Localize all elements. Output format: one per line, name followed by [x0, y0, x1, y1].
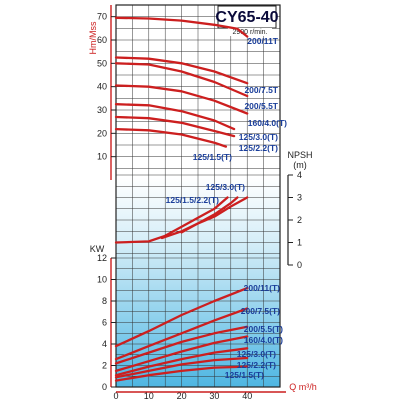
npsh-curve-label: 125/1.5/2.2(T)	[166, 195, 220, 205]
power-curve-label: 200/5.5(T)	[244, 324, 283, 334]
power-tick-label: 10	[97, 275, 107, 285]
npsh-tick-label: 0	[297, 260, 302, 270]
head-curve-label: 200/7.5T	[244, 85, 278, 95]
head-tick-label: 60	[97, 35, 107, 45]
power-curve-label: 125/3.0(T)	[237, 349, 276, 359]
head-curve-label: 125/1.5(T)	[193, 152, 232, 162]
power-curve-label: 200/7.5(T)	[241, 306, 280, 316]
npsh-curve	[114, 196, 229, 244]
head-curve	[114, 16, 249, 38]
npsh-tick-label: 1	[297, 238, 302, 248]
head-curve	[114, 84, 249, 115]
head-tick-label: 30	[97, 105, 107, 115]
head-curve	[114, 127, 228, 148]
head-curve-label: 200/11T	[247, 36, 279, 46]
head-curve-label: 200/5.5T	[244, 101, 278, 111]
flow-tick-label: 10	[144, 391, 154, 400]
power-tick-label: 8	[102, 296, 107, 306]
power-curve	[114, 347, 249, 377]
power-curve	[114, 286, 249, 348]
npsh-curve	[180, 196, 249, 234]
head-curve	[114, 62, 249, 98]
npsh-tick-label: 4	[297, 170, 302, 180]
npsh-curve-label: 125/3.0(T)	[206, 182, 245, 192]
npsh-axis-title: NPSH	[287, 150, 312, 160]
power-curve	[114, 325, 249, 365]
npsh-tick-label: 2	[297, 215, 302, 225]
power-tick-label: 12	[97, 253, 107, 263]
flow-tick-label: 20	[177, 391, 187, 400]
power-curve-label: 200/11(T)	[244, 283, 281, 293]
subtitle-background	[228, 28, 272, 36]
head-axis-title: Hm/Mss	[88, 21, 98, 54]
curve-labels: 200/11T 200/7.5T 200/5.5T 160/4.0(T) 125/3.0…	[166, 36, 288, 380]
power-curve-label: 160/4.0(T)	[244, 335, 283, 345]
power-tick-label: 6	[102, 318, 107, 328]
power-curve	[114, 365, 249, 382]
power-curve	[114, 335, 249, 373]
power-tick-label: 2	[102, 361, 107, 371]
chart-subtitle: 2900 r/min.	[232, 29, 267, 36]
flow-tick-label: 0	[113, 391, 118, 400]
head-tick-label: 20	[97, 128, 107, 138]
head-curve	[114, 56, 249, 85]
npsh-axis-unit: (m)	[293, 160, 307, 170]
power-curve-label: 125/1.5(T)	[225, 370, 264, 380]
power-axis-title: KW	[90, 244, 105, 254]
flow-tick-label: 30	[209, 391, 219, 400]
power-tick-label: 4	[102, 339, 107, 349]
head-tick-label: 50	[97, 58, 107, 68]
power-tick-label: 0	[102, 382, 107, 392]
chart-title: CY65-40	[215, 9, 278, 26]
head-curve-label: 125/2.2(T)	[239, 143, 278, 153]
flow-tick-label: 40	[242, 391, 252, 400]
head-curve-label: 160/4.0(T)	[248, 118, 287, 128]
npsh-tick-label: 3	[297, 193, 302, 203]
power-curve	[114, 307, 249, 361]
head-curve	[114, 103, 236, 131]
power-curve	[114, 356, 249, 379]
plot-frame	[115, 4, 281, 388]
head-curve	[114, 115, 236, 138]
head-tick-label: 70	[97, 12, 107, 22]
curves	[114, 16, 249, 382]
head-tick-label: 10	[97, 152, 107, 162]
head-tick-label: 40	[97, 82, 107, 92]
power-curve-label: 125/2.2(T)	[237, 360, 276, 370]
flow-axis-title: Q m³/h	[289, 382, 317, 392]
head-curve-label: 125/3.0(T)	[239, 132, 278, 142]
